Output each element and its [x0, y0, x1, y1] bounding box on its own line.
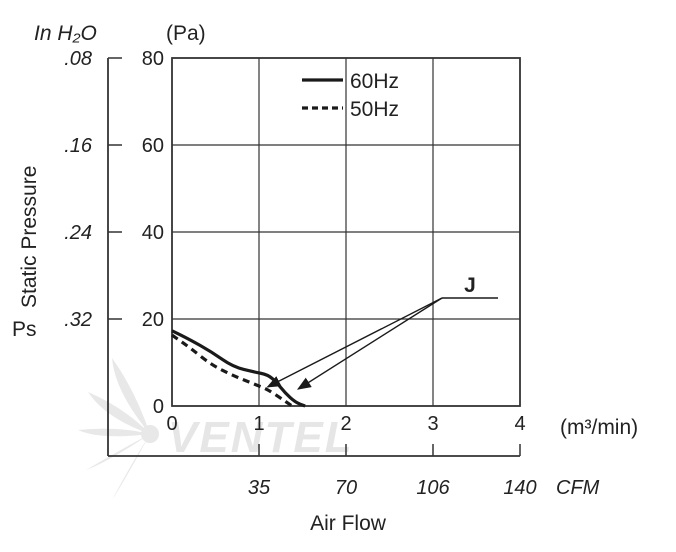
watermark-text: VENTEL — [168, 413, 354, 462]
secondary-x-tick-label: 106 — [416, 477, 450, 499]
y-tick-label: 60 — [142, 135, 164, 157]
secondary-y-tick-label: .32 — [64, 309, 92, 331]
secondary-y-tick-label: .24 — [64, 222, 92, 244]
grid — [172, 58, 520, 406]
secondary-x-tick-label: 140 — [503, 477, 536, 499]
secondary-x-unit: CFM — [556, 477, 600, 499]
secondary-y-tick-label: .08 — [64, 48, 92, 70]
series-group — [171, 329, 306, 408]
annotation-arrow — [296, 297, 443, 390]
y-tick-label: 20 — [142, 309, 164, 331]
x-unit: (m³/min) — [560, 416, 638, 439]
secondary-y-axis: .08 .16 .24 .32 — [64, 48, 122, 456]
x-tick-label: 2 — [340, 413, 351, 435]
plot-border — [171, 57, 521, 407]
secondary-x-tick-label: 70 — [335, 477, 357, 499]
secondary-x-tick-label: 35 — [248, 477, 271, 499]
secondary-x-axis: 35 70 106 140 — [108, 444, 537, 499]
y-axis-symbol: Ps — [12, 318, 37, 341]
annotation-arrow — [266, 297, 443, 388]
annotation-label: J — [464, 274, 476, 297]
x-tick-label: 0 — [166, 413, 177, 435]
legend: 60Hz 50Hz — [302, 70, 399, 121]
y-axis-title: Static Pressure — [18, 166, 41, 308]
x-tick-label: 3 — [427, 413, 438, 435]
y-tick-label: 0 — [153, 396, 164, 418]
series-line-50hz — [171, 333, 293, 408]
y-tick-label: 80 — [142, 48, 164, 70]
x-tick-labels: 0 1 2 3 4 — [166, 413, 525, 435]
y-unit: (Pa) — [166, 22, 206, 45]
x-axis-title: Air Flow — [310, 512, 387, 535]
x-tick-label: 1 — [253, 413, 264, 435]
legend-label-50hz: 50Hz — [350, 98, 399, 121]
y-tick-label: 40 — [142, 222, 164, 244]
secondary-y-unit: In H₂O — [34, 22, 97, 45]
secondary-y-tick-label: .16 — [64, 135, 93, 157]
watermark: VENTEL — [78, 358, 354, 500]
x-tick-label: 4 — [514, 413, 525, 435]
series-line-60hz — [171, 329, 306, 408]
y-tick-labels: 0 20 40 60 80 — [142, 48, 164, 418]
legend-label-60hz: 60Hz — [350, 70, 399, 93]
fan-logo-icon — [78, 358, 159, 500]
annotation-j: J — [266, 274, 498, 390]
plot-frame — [171, 57, 521, 407]
